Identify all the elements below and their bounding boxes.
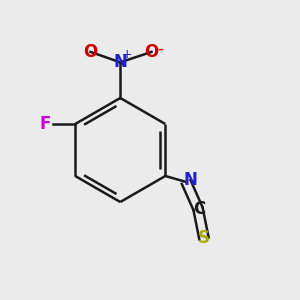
Text: N: N — [183, 172, 197, 190]
Text: N: N — [113, 53, 127, 71]
Text: C: C — [194, 200, 206, 218]
Text: O: O — [83, 43, 98, 61]
Text: -: - — [157, 40, 163, 58]
Text: S: S — [198, 230, 210, 247]
Text: +: + — [122, 48, 132, 62]
Text: O: O — [144, 43, 159, 61]
Text: F: F — [40, 115, 51, 133]
